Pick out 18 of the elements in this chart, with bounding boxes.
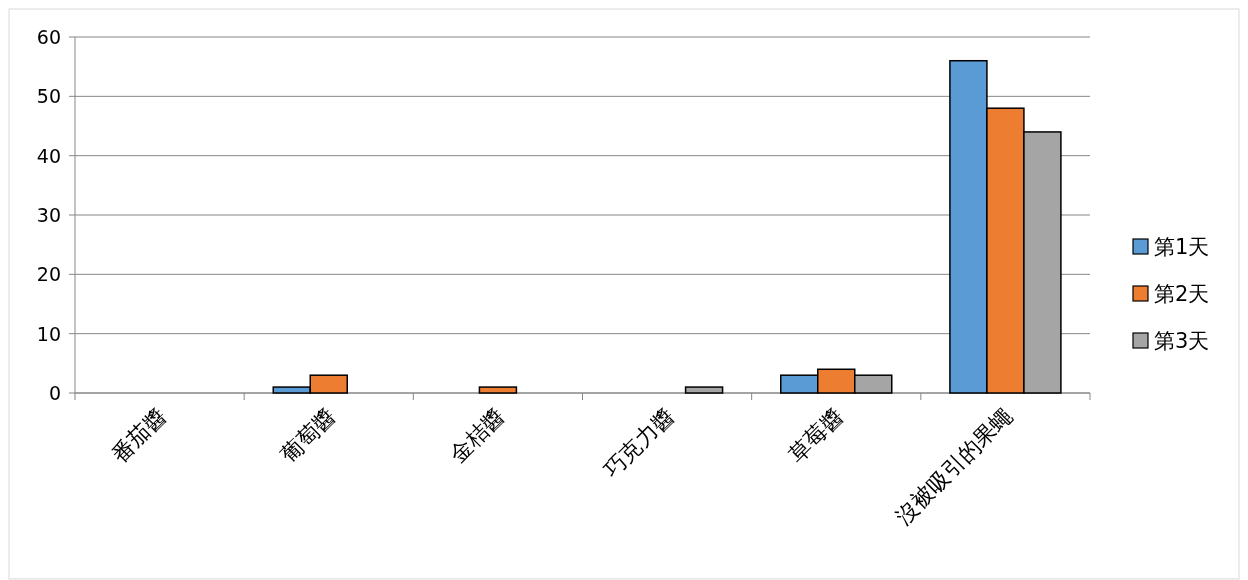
legend-label: 第3天 — [1154, 329, 1210, 353]
y-tick-label: 0 — [48, 382, 61, 404]
legend-label: 第1天 — [1154, 235, 1210, 259]
y-tick-label: 20 — [36, 263, 61, 286]
y-tick-label: 30 — [36, 204, 61, 226]
x-tick-label: 巧克力醬 — [598, 402, 679, 483]
y-tick-label: 10 — [36, 322, 61, 345]
x-tick-label: 葡萄醬 — [275, 402, 341, 468]
x-tick-label: 沒被吸引的果蠅 — [890, 402, 1017, 530]
y-tick-label: 60 — [36, 26, 61, 48]
bar — [478, 386, 518, 394]
bar — [684, 386, 724, 394]
legend-label: 第2天 — [1154, 282, 1210, 306]
x-tick-label: 番茄醬 — [106, 402, 172, 468]
x-tick-label: 草莓醬 — [783, 402, 848, 468]
x-tick-label: 金桔醬 — [445, 402, 510, 468]
y-tick-label: 50 — [36, 85, 61, 108]
y-tick-label: 40 — [36, 144, 61, 167]
